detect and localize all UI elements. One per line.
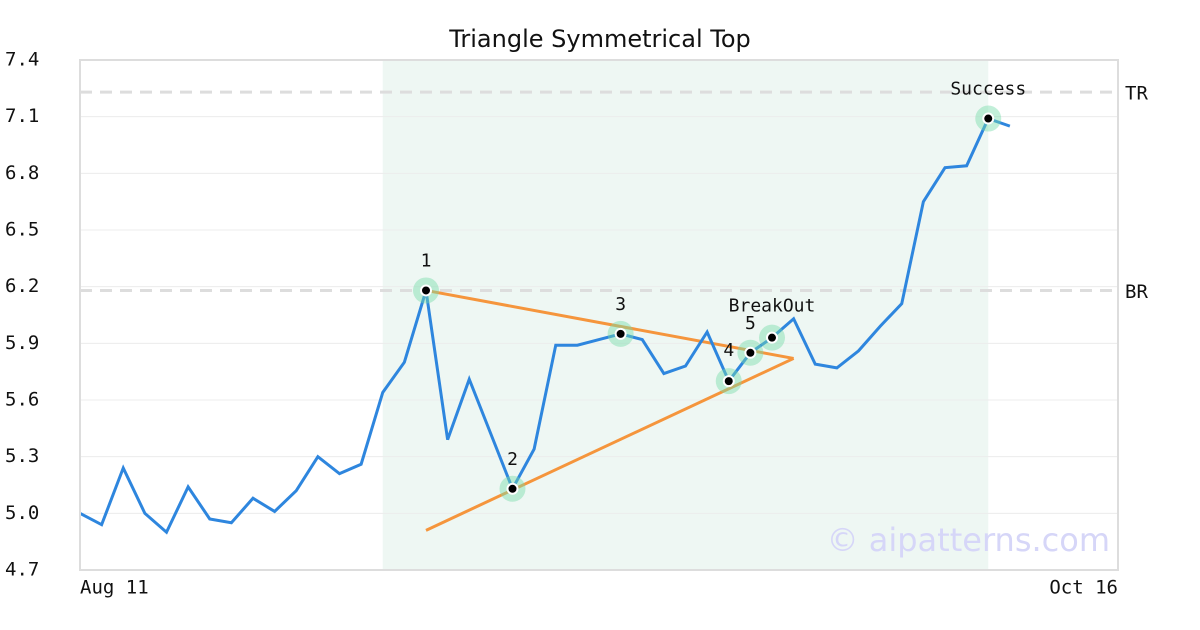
pattern-label: 5 <box>745 313 756 334</box>
pattern-label: 4 <box>723 340 734 361</box>
y-tick-label: 6.2 <box>5 275 39 297</box>
pattern-point <box>506 482 519 495</box>
pattern-label: Success <box>950 79 1026 100</box>
y-tick-label: 7.1 <box>5 105 39 127</box>
y-tick-label: 4.7 <box>5 559 39 581</box>
pattern-point <box>420 284 432 297</box>
x-tick-label: Aug 11 <box>80 577 149 599</box>
y-tick-label: 6.5 <box>5 219 39 241</box>
pattern-label: 2 <box>507 449 518 470</box>
pattern-label: 1 <box>421 250 432 271</box>
chart-title: Triangle Symmetrical Top <box>448 25 751 53</box>
pattern-point <box>722 375 735 388</box>
pattern-point <box>744 346 757 359</box>
pattern-region <box>382 60 989 570</box>
price-line <box>79 116 1011 535</box>
pattern-point <box>982 112 995 125</box>
y-tick-label: 5.6 <box>5 389 39 411</box>
pattern-point <box>766 331 778 344</box>
y-tick-label: 5.3 <box>5 445 39 467</box>
pattern-point <box>614 327 627 340</box>
pattern-label: 3 <box>615 294 626 315</box>
y-tick-label: 7.4 <box>5 49 39 71</box>
y-tick-label: 5.0 <box>5 502 39 524</box>
y-tick-label: 5.9 <box>5 332 39 354</box>
y-tick-label: 6.8 <box>5 162 39 184</box>
plot-frame <box>79 59 1119 571</box>
reference-label: BR <box>1125 281 1148 303</box>
trendline <box>425 357 795 532</box>
x-tick-label: Oct 16 <box>1049 577 1118 599</box>
pattern-label: BreakOut <box>729 296 816 317</box>
reference-label: TR <box>1125 83 1148 105</box>
trendline <box>425 288 794 360</box>
watermark: © aipatterns.com <box>827 521 1110 559</box>
